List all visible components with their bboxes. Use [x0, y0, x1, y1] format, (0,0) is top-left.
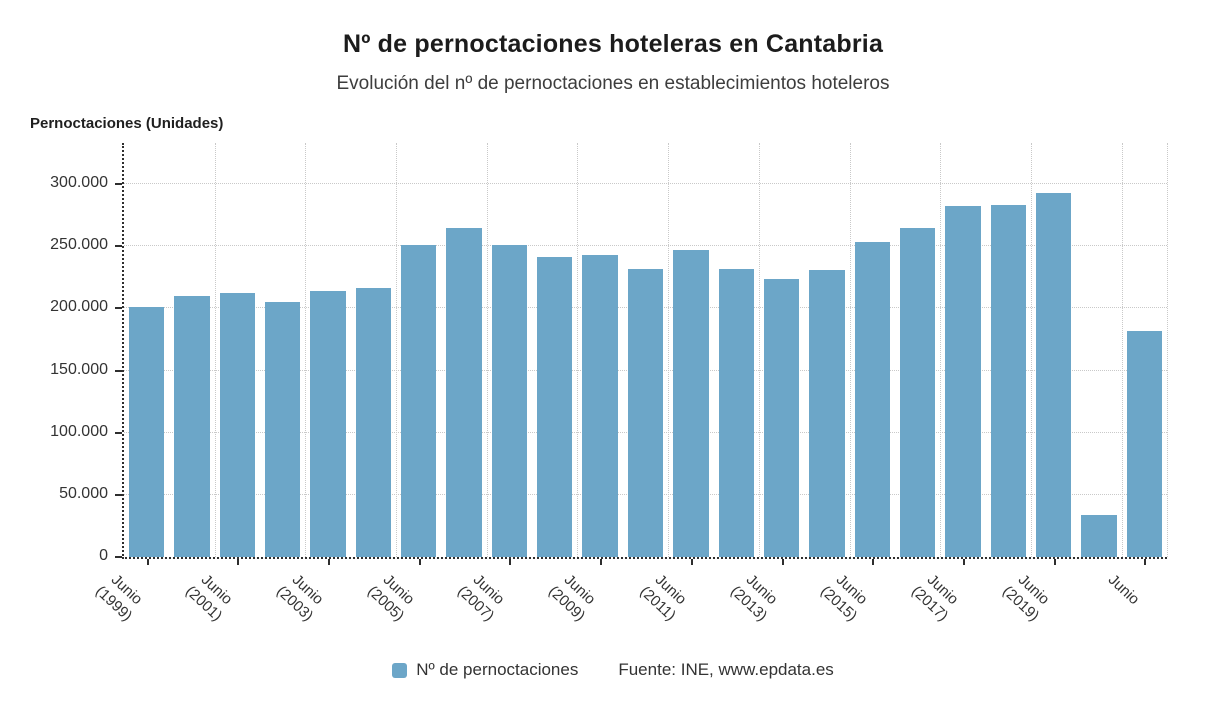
y-axis-tick	[115, 556, 122, 558]
x-grid-line	[1167, 143, 1168, 557]
legend-label: Nº de pernoctaciones	[416, 660, 579, 679]
bar[interactable]	[1081, 514, 1117, 557]
x-axis-tick	[690, 559, 693, 565]
x-grid-line	[668, 143, 670, 557]
x-grid-line	[577, 143, 579, 557]
y-axis-tick	[115, 245, 122, 248]
x-grid-line	[1030, 143, 1032, 557]
bar[interactable]	[537, 257, 573, 557]
bar[interactable]	[990, 205, 1026, 557]
bar[interactable]	[491, 244, 528, 557]
y-tick-label: 200.000	[50, 298, 108, 316]
bar[interactable]	[174, 295, 210, 557]
y-tick-label: 300.000	[50, 174, 108, 192]
y-grid-line	[124, 245, 1167, 247]
bar[interactable]	[1035, 192, 1072, 557]
y-axis-tick	[115, 493, 122, 496]
x-axis-tick	[509, 559, 512, 565]
x-grid-line	[396, 143, 398, 557]
legend-item-pernoctaciones[interactable]: Nº de pernoctaciones	[392, 660, 578, 680]
bar[interactable]	[763, 278, 800, 557]
legend: Nº de pernoctaciones Fuente: INE, www.ep…	[0, 656, 1226, 684]
x-tick-label-text: Junio (2009)	[539, 563, 607, 630]
x-tick-line1: Junio	[1105, 571, 1143, 609]
x-grid-line	[305, 143, 307, 557]
bar[interactable]	[401, 244, 437, 557]
x-grid-line	[758, 143, 760, 557]
x-tick-label-text: Junio (2007)	[449, 563, 517, 630]
x-tick-label-text: Junio (2003)	[267, 563, 335, 630]
bar[interactable]	[582, 254, 618, 557]
y-axis-tick	[115, 183, 122, 186]
source-text: Fuente: INE, www.epdata.es	[618, 660, 834, 679]
bar[interactable]	[446, 227, 482, 557]
y-tick-label: 0	[99, 547, 108, 564]
x-axis-tick	[328, 559, 331, 565]
y-tick-label: 150.000	[50, 360, 108, 378]
bar[interactable]	[899, 227, 936, 557]
y-axis-tick	[115, 307, 122, 310]
x-grid-line	[486, 143, 488, 557]
legend-swatch-icon	[392, 662, 408, 678]
x-tick-label-text: Junio (2013)	[721, 563, 789, 630]
x-tick-label-text: Junio (2005)	[358, 563, 426, 630]
bar[interactable]	[718, 268, 754, 557]
x-tick-label-text: Junio (2015)	[811, 563, 879, 630]
x-grid-line	[1121, 143, 1123, 557]
bar[interactable]	[809, 269, 845, 557]
y-axis-title: Pernoctaciones (Unidades)	[30, 115, 224, 132]
page-title: Nº de pernoctaciones hoteleras en Cantab…	[342, 30, 884, 58]
bar[interactable]	[310, 290, 346, 557]
x-tick-label-text: Junio (2001)	[176, 563, 244, 630]
y-tick-label: 50.000	[59, 484, 108, 502]
plot-area	[115, 143, 1168, 565]
bar[interactable]	[854, 242, 890, 557]
x-axis-tick	[1144, 559, 1147, 565]
y-tick-label: 250.000	[50, 236, 108, 254]
x-axis-tick	[418, 559, 421, 565]
bar[interactable]	[945, 206, 981, 557]
bar[interactable]	[627, 268, 664, 557]
x-axis-tick	[962, 559, 965, 565]
x-tick-label-text: Junio (2019)	[993, 563, 1061, 630]
bar[interactable]	[355, 288, 392, 557]
page-subtitle: Evolución del nº de pernoctaciones en es…	[336, 73, 890, 94]
bar[interactable]	[265, 302, 301, 557]
x-tick-label-text: Junio (2011)	[630, 563, 698, 630]
x-axis-tick	[1053, 559, 1056, 565]
x-axis-tick	[237, 559, 240, 565]
y-grid-line	[124, 183, 1167, 185]
x-axis-tick	[781, 559, 784, 565]
x-axis-tick	[872, 559, 875, 565]
x-axis-tick	[600, 559, 603, 565]
bar[interactable]	[219, 293, 256, 557]
x-grid-line	[849, 143, 851, 557]
x-tick-label-text: Junio (1999)	[86, 563, 154, 630]
y-tick-label: 100.000	[50, 422, 108, 440]
x-grid-line	[214, 143, 216, 557]
x-tick-label-text: Junio (2017)	[902, 563, 970, 630]
x-tick-label-text: Junio	[1096, 563, 1151, 616]
bar[interactable]	[1126, 330, 1162, 557]
bar[interactable]	[128, 307, 165, 557]
y-axis-tick	[115, 369, 122, 372]
y-axis-tick	[115, 431, 122, 434]
x-axis-tick	[146, 559, 149, 565]
bar[interactable]	[673, 249, 709, 557]
x-grid-line	[940, 143, 942, 557]
